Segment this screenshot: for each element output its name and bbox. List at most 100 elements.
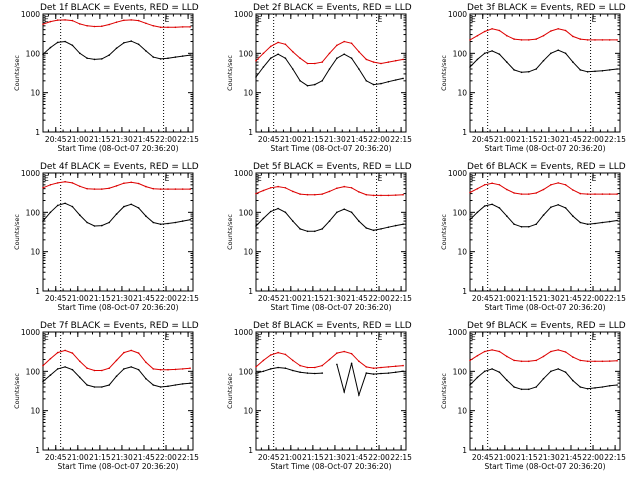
lld-data-point: [123, 19, 125, 22]
y-tick-label: 100: [239, 208, 254, 217]
events-data-point: [292, 220, 294, 222]
events-data-point: [350, 57, 353, 59]
detector-panel-3: Det 3f BLACK = Events, RED = LLD 1 10 100 10…: [440, 3, 626, 153]
events-data-point: [108, 54, 110, 56]
events-data-point: [513, 223, 515, 225]
lld-data-point: [343, 350, 346, 353]
marker-label-right: E: [378, 15, 383, 24]
events-data-point: [483, 52, 486, 55]
events-data-point: [358, 394, 360, 396]
x-tick-label: 21:15: [302, 294, 324, 303]
lld-data-point: [137, 352, 140, 354]
lld-data-point: [56, 19, 59, 21]
lld-series-line: [469, 28, 618, 41]
lld-data-point: [506, 355, 508, 358]
events-data-point: [402, 77, 404, 80]
x-tick-label: 21:45: [560, 135, 582, 144]
lld-data-point: [56, 351, 59, 354]
x-tick-label: 21:30: [324, 135, 346, 144]
events-data-point: [93, 386, 96, 388]
y-tick-label: 100: [26, 208, 41, 217]
lld-data-point: [269, 45, 272, 48]
x-tick-label: 22:00: [582, 453, 604, 462]
lld-data-point: [506, 34, 508, 37]
events-data-point: [86, 384, 88, 386]
lld-series-line: [255, 40, 404, 65]
x-tick-label: 21:30: [111, 453, 133, 462]
lld-data-point: [71, 19, 74, 22]
lld-data-point: [542, 34, 545, 37]
events-data-point: [542, 214, 545, 216]
lld-data-point: [328, 358, 331, 361]
lld-data-point: [292, 50, 294, 53]
events-data-point: [483, 205, 486, 207]
lld-data-point: [350, 187, 353, 189]
x-tick-label: 21:00: [494, 135, 516, 144]
events-data-point: [167, 222, 169, 225]
lld-data-point: [528, 360, 530, 363]
lld-data-point: [86, 25, 88, 27]
lld-data-point: [71, 352, 74, 354]
lld-data-point: [491, 182, 493, 184]
plot-frame: [42, 331, 194, 451]
marker-label-left: E: [471, 333, 476, 342]
lld-data-point: [491, 28, 493, 30]
events-data-point: [306, 230, 309, 233]
lld-data-point: [101, 188, 103, 190]
detector-panel-5: Det 5f BLACK = Events, RED = LLD 1 10 100 10…: [226, 162, 412, 312]
lld-series-line: [469, 349, 618, 362]
y-tick-label: 100: [26, 49, 41, 58]
lld-data-point: [93, 188, 96, 190]
lld-data-point: [608, 193, 611, 195]
events-data-point: [56, 204, 59, 207]
marker-label-left: E: [257, 15, 262, 24]
x-tick-label: 21:00: [280, 135, 302, 144]
events-data-point: [535, 386, 537, 388]
lld-data-point: [520, 360, 523, 363]
events-data-point: [336, 211, 338, 214]
lld-data-point: [306, 193, 309, 196]
lld-data-point: [498, 184, 501, 186]
events-data-point: [608, 385, 611, 387]
lld-data-point: [49, 20, 52, 23]
lld-data-point: [586, 39, 589, 41]
detector-panel-6: Det 6f BLACK = Events, RED = LLD 1 10 100 10…: [440, 162, 626, 312]
events-data-point: [483, 370, 486, 373]
events-data-point: [299, 371, 301, 374]
y-tick-label: 1: [462, 128, 467, 137]
y-tick-label: 1000: [448, 328, 467, 337]
lld-data-point: [262, 52, 265, 55]
marker-label-right: E: [165, 174, 170, 183]
lld-data-point: [64, 19, 66, 21]
lld-data-point: [328, 190, 331, 193]
events-data-point: [557, 368, 559, 370]
lld-data-point: [255, 59, 257, 62]
marker-label-left: E: [471, 15, 476, 24]
lld-data-point: [255, 366, 257, 368]
marker-label-right: E: [165, 333, 170, 342]
lld-data-point: [616, 193, 618, 195]
lld-data-point: [269, 354, 272, 356]
x-tick-label: 21:00: [494, 294, 516, 303]
lld-data-point: [167, 26, 169, 29]
lld-data-point: [42, 23, 44, 26]
y-axis-label: Counts/sec: [226, 55, 234, 91]
events-data-point: [159, 58, 162, 60]
lld-data-point: [336, 187, 338, 189]
lld-data-point: [402, 58, 404, 61]
panel-title: Det 2f BLACK = Events, RED = LLD: [253, 3, 412, 13]
x-tick-label: 21:30: [324, 453, 346, 462]
y-tick-label: 10: [243, 248, 253, 257]
lld-data-point: [71, 182, 74, 184]
y-tick-label: 100: [453, 208, 468, 217]
events-data-point: [557, 204, 559, 206]
events-data-point: [137, 368, 140, 371]
lld-data-point: [123, 182, 125, 184]
events-data-point: [542, 377, 545, 380]
y-tick-label: 10: [30, 248, 40, 257]
events-data-point: [616, 384, 618, 386]
events-data-point: [579, 386, 582, 388]
events-data-point: [64, 202, 66, 205]
events-data-point: [394, 79, 397, 81]
lld-data-point: [542, 355, 545, 358]
